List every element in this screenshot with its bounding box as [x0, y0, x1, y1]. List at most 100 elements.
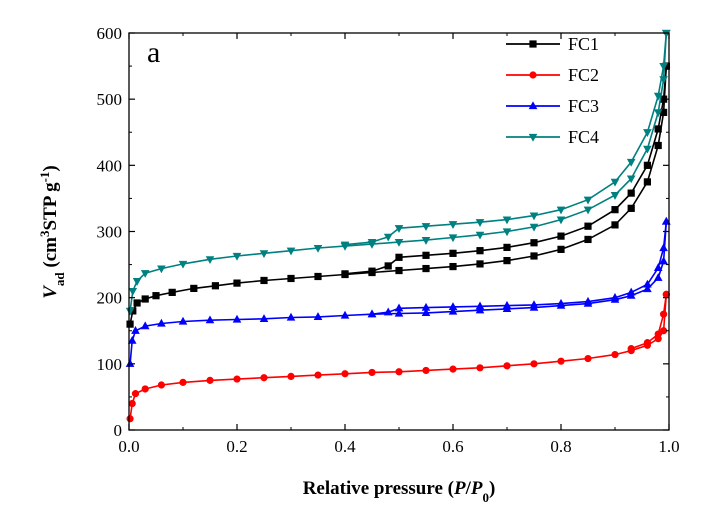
fc2-adsorption-point: [314, 371, 322, 379]
fc3-adsorption-point: [286, 312, 296, 321]
fc2-adsorption-point: [368, 368, 376, 377]
fc2-desorption-point: [654, 330, 662, 338]
fc1-desorption-point: [584, 222, 592, 230]
fc1-adsorption-point: [627, 204, 635, 212]
fc2-adsorption-point: [128, 399, 136, 408]
x-axis-title-sub: 0: [482, 490, 489, 505]
fc3-adsorption-point: [131, 326, 140, 334]
fc3-adsorption-point: [157, 318, 166, 327]
fc3-adsorption-point: [421, 308, 431, 316]
fc3-adsorption-point: [178, 316, 188, 325]
fc1-desorption-point: [384, 262, 392, 270]
fc4-adsorption-point: [157, 265, 166, 274]
fc3-desorption-point: [475, 301, 485, 310]
fc4-desorption-point: [653, 92, 663, 101]
ticks-layer: 0.0 0.2 0.4 0.6 0.8 1.0 0 100 200 300 400 500 600: [97, 24, 680, 456]
fc3-desorption-point: [659, 243, 668, 252]
fc1-adsorption-point: [152, 292, 160, 300]
fc4-desorption-point: [529, 212, 539, 221]
x-axis-title-p: P: [453, 478, 466, 499]
x-axis-title-close: ): [489, 478, 495, 499]
fc3-desorption-point: [367, 309, 377, 318]
fc2-adsorption-point: [503, 362, 511, 370]
legend-label-fc4: FC4: [568, 127, 599, 147]
fc1-desorption-point: [503, 243, 511, 251]
fc2-adsorption-point: [287, 372, 295, 381]
fc4-adsorption-point: [394, 238, 404, 247]
fc1-desorption-point: [627, 189, 635, 197]
legend-marker-fc1: [529, 40, 537, 48]
fc3-desorption-point: [556, 298, 566, 307]
fc1-adsorption-point: [126, 320, 134, 328]
fc4-adsorption-point: [448, 234, 458, 243]
x-tick-label: 0.2: [226, 437, 247, 456]
fc4-adsorption-point: [178, 260, 188, 269]
fc1-desorption-point: [449, 249, 457, 257]
fc2-adsorption-point: [206, 376, 214, 384]
x-tick-label: 0.0: [118, 437, 139, 456]
legend-marker-fc3: [528, 101, 538, 110]
fc1-adsorption-point: [611, 221, 619, 229]
fc4-adsorption-point: [475, 231, 485, 240]
fc4-desorption-point: [367, 238, 377, 247]
legend-label-fc3: FC3: [568, 96, 599, 116]
fc2-adsorption-point: [126, 415, 134, 423]
y-axis-title-g-sup: -1: [37, 172, 52, 183]
fc1-adsorption-point: [557, 245, 565, 253]
fc2-desorption-point: [643, 339, 652, 347]
fc1-adsorption-point: [503, 257, 511, 265]
x-tick-label: 0.6: [442, 437, 463, 456]
fc3-desorption-line: [371, 221, 668, 315]
fc1-adsorption-point: [449, 262, 457, 271]
series-fc3: [125, 216, 671, 367]
fc1-adsorption-point: [260, 276, 268, 285]
fc4-adsorption-point: [205, 256, 215, 265]
fc4-adsorption-point: [286, 247, 296, 256]
fc3-adsorption-point: [313, 312, 323, 320]
fc1-adsorption-point: [584, 235, 592, 244]
fc2-adsorption-point: [341, 370, 349, 378]
fc4-desorption-point: [448, 221, 458, 229]
fc1-desorption-point: [422, 251, 430, 259]
y-tick-label: 200: [97, 289, 123, 308]
x-axis-title: Relative pressure (P/P0): [303, 478, 496, 505]
x-tick-label: 1.0: [658, 437, 679, 456]
fc1-desorption-point: [368, 267, 376, 275]
fc1-adsorption-point: [314, 272, 322, 281]
fc3-adsorption-point: [205, 315, 215, 324]
fc4-adsorption-point: [125, 307, 135, 316]
y-tick-label: 500: [97, 90, 123, 109]
fc3-desorption-point: [529, 300, 539, 309]
fc2-adsorption-point: [530, 360, 538, 368]
fc4-adsorption-point: [313, 244, 323, 253]
fc3-desorption-point: [626, 287, 636, 296]
fc3-adsorption-point: [448, 306, 458, 315]
fc4-adsorption-point: [529, 223, 539, 232]
fc1-adsorption-point: [476, 260, 484, 268]
fc2-adsorption-point: [233, 375, 241, 383]
fc4-desorption-point: [394, 225, 404, 233]
fc3-desorption-point: [661, 216, 671, 225]
x-tick-label: 0.4: [334, 437, 356, 456]
y-tick-label: 400: [97, 156, 123, 175]
fc1-adsorption-line: [129, 66, 668, 325]
y-axis-title: Vad (cm3STP g-1): [37, 165, 67, 299]
legend-marker-fc2: [529, 71, 537, 79]
x-axis-title-p0: P: [470, 478, 483, 499]
series-fc4: [125, 29, 671, 316]
fc1-desorption-point: [476, 247, 484, 255]
fc3-adsorption-point: [259, 314, 269, 322]
fc3-adsorption-point: [643, 284, 652, 293]
fc4-adsorption-point: [610, 192, 620, 200]
fc2-desorption-point: [659, 310, 668, 318]
fc1-desorption-point: [611, 206, 619, 214]
fc4-adsorption-point: [232, 252, 242, 261]
fc2-desorption-point: [627, 345, 635, 353]
legend-label-fc1: FC1: [568, 34, 599, 54]
y-axis-title-v-sub: ad: [52, 272, 67, 287]
fc1-adsorption-point: [233, 279, 241, 287]
fc3-desorption-point: [394, 303, 404, 312]
fc1-adsorption-point: [287, 274, 295, 283]
fc4-adsorption-point: [140, 270, 150, 278]
fc1-desorption-point: [341, 270, 349, 278]
